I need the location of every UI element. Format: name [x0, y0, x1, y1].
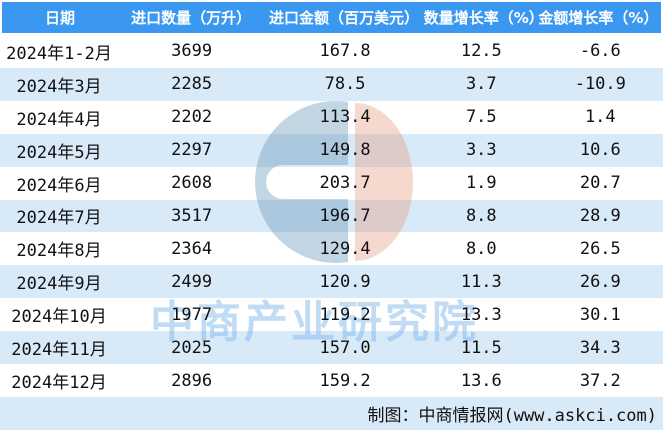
value-cell: 28.9	[579, 205, 621, 226]
value-cell: 159.2	[319, 370, 371, 391]
value-cell: 196.7	[319, 205, 371, 226]
table-row: 2024年6月 2608 203.7 1.9 20.7	[0, 167, 663, 200]
value-cell: 1.9	[465, 173, 497, 194]
table-header-row: 日期 进口数量（万升） 进口金额（百万美元） 数量增长率（%） 金额增长率（%）	[2, 2, 661, 33]
table-row: 2024年1-2月 3699 167.8 12.5 -6.6	[0, 35, 663, 68]
value-cell: 203.7	[319, 173, 371, 194]
value-cell: -10.9	[574, 74, 626, 95]
value-cell: 120.9	[319, 271, 371, 292]
value-cell: 3.3	[465, 140, 497, 161]
date-cell: 2024年4月	[16, 109, 102, 130]
date-cell: 2024年12月	[11, 373, 107, 394]
table-row: 2024年4月 2202 113.4 7.5 1.4	[0, 101, 663, 134]
value-cell: 11.3	[460, 271, 502, 292]
date-cell: 2024年3月	[16, 76, 102, 97]
value-cell: 11.5	[460, 337, 502, 358]
value-cell: 26.9	[579, 271, 621, 292]
value-cell: 2297	[171, 140, 213, 161]
date-cell: 2024年6月	[16, 175, 102, 196]
value-cell: 1977	[171, 304, 213, 325]
credit-text: 制图：中商情报网(www.askci.com)	[367, 405, 657, 426]
value-cell: 26.5	[579, 238, 621, 259]
date-cell: 2024年10月	[11, 307, 107, 328]
value-cell: 20.7	[579, 173, 621, 194]
value-cell: 3517	[171, 205, 213, 226]
date-cell: 2024年5月	[16, 142, 102, 163]
table-row: 2024年10月 1977 119.2 13.3 30.1	[0, 298, 663, 331]
value-cell: 157.0	[319, 337, 371, 358]
value-cell: 8.0	[465, 238, 497, 259]
value-cell: 2285	[171, 74, 213, 95]
value-cell: 2608	[171, 173, 213, 194]
table-row: 2024年3月 2285 78.5 3.7 -10.9	[0, 67, 663, 101]
table-row: 2024年7月 3517 196.7 8.8 28.9	[0, 199, 663, 233]
footer-band: 制图：中商情报网(www.askci.com)	[0, 396, 663, 430]
value-cell: 3699	[171, 41, 213, 62]
table-body: 2024年1-2月 3699 167.8 12.5 -6.6 2024年3月 2285 78.…	[0, 35, 663, 430]
column-header: 金额增长率（%）	[538, 9, 659, 27]
value-cell: -6.6	[579, 41, 621, 62]
date-cell: 2024年8月	[16, 241, 102, 262]
date-cell: 2024年9月	[16, 274, 102, 295]
column-header: 进口金额（百万美元）	[268, 9, 419, 27]
value-cell: 37.2	[579, 370, 621, 391]
value-cell: 2202	[171, 107, 213, 128]
value-cell: 2364	[171, 238, 213, 259]
value-cell: 2025	[171, 337, 213, 358]
table-row: 2024年5月 2297 149.8 3.3 10.6	[0, 133, 663, 167]
column-header: 进口数量（万升）	[131, 9, 252, 27]
value-cell: 167.8	[319, 41, 371, 62]
value-cell: 113.4	[319, 107, 371, 128]
column-header: 日期	[44, 9, 75, 27]
value-cell: 149.8	[319, 140, 371, 161]
value-cell: 1.4	[584, 107, 616, 128]
date-cell: 2024年1-2月	[6, 43, 112, 64]
value-cell: 34.3	[579, 337, 621, 358]
table-row: 2024年12月 2896 159.2 13.6 37.2	[0, 364, 663, 397]
value-cell: 12.5	[460, 41, 502, 62]
value-cell: 119.2	[319, 304, 371, 325]
value-cell: 129.4	[319, 238, 371, 259]
date-cell: 2024年7月	[16, 208, 102, 229]
value-cell: 2499	[171, 271, 213, 292]
value-cell: 78.5	[324, 74, 366, 95]
value-cell: 8.8	[465, 205, 497, 226]
table-row: 2024年11月 2025 157.0 11.5 34.3	[0, 331, 663, 365]
value-cell: 3.7	[465, 74, 497, 95]
table-row: 2024年9月 2499 120.9 11.3 26.9	[0, 265, 663, 299]
date-cell: 2024年11月	[11, 340, 107, 361]
value-cell: 13.6	[460, 370, 502, 391]
column-header: 数量增长率（%）	[423, 9, 536, 27]
value-cell: 13.3	[460, 304, 502, 325]
value-cell: 30.1	[579, 304, 621, 325]
value-cell: 7.5	[465, 107, 497, 128]
value-cell: 2896	[171, 370, 213, 391]
table-row: 2024年8月 2364 129.4 8.0 26.5	[0, 232, 663, 265]
value-cell: 10.6	[579, 140, 621, 161]
